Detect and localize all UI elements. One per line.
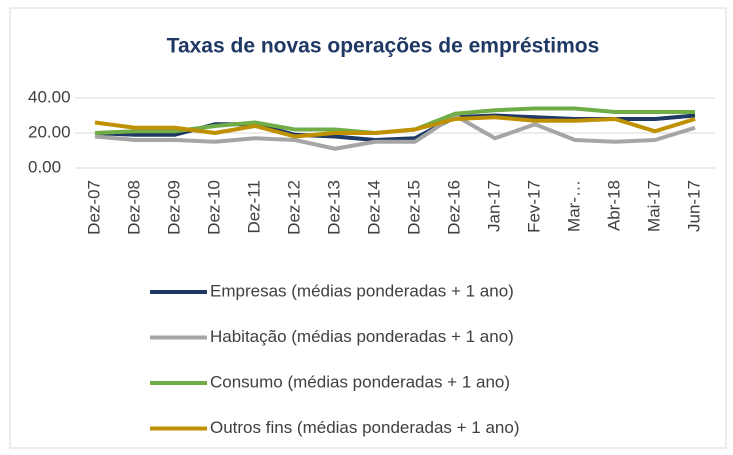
- chart-title: Taxas de novas operações de empréstimos: [167, 35, 600, 58]
- legend-label: Habitação (médias ponderadas + 1 ano): [210, 327, 514, 346]
- x-tick-label: Dez-08: [124, 180, 143, 235]
- x-tick-label: Abr-18: [604, 180, 623, 231]
- series-line: [94, 115, 696, 139]
- x-tick-label: Jun-17: [684, 180, 703, 232]
- x-tick-label: Dez-09: [164, 180, 183, 235]
- x-tick-label: Dez-16: [444, 180, 463, 235]
- x-tick-label: Fev-17: [524, 180, 543, 233]
- x-tick-label: Dez-07: [84, 180, 103, 235]
- x-tick-label: Mar-…: [564, 180, 583, 232]
- x-tick-label: Jan-17: [484, 180, 503, 232]
- y-tick-label: 20.00: [28, 122, 71, 141]
- chart-border: [9, 7, 727, 449]
- x-tick-label: Dez-14: [364, 180, 383, 235]
- legend-label: Consumo (médias ponderadas + 1 ano): [210, 372, 510, 391]
- legend-label: Outros fins (médias ponderadas + 1 ano): [210, 418, 519, 437]
- x-tick-label: Dez-12: [284, 180, 303, 235]
- legend-label: Empresas (médias ponderadas + 1 ano): [210, 281, 514, 300]
- x-tick-label: Mai-17: [644, 180, 663, 232]
- x-tick-label: Dez-15: [404, 180, 423, 235]
- x-tick-label: Dez-11: [244, 180, 263, 234]
- series-line: [94, 113, 696, 151]
- x-tick-label: Dez-10: [204, 180, 223, 235]
- y-tick-label: 0.00: [28, 157, 61, 176]
- x-tick-label: Dez-13: [324, 180, 343, 235]
- y-tick-label: 40.00: [28, 87, 71, 106]
